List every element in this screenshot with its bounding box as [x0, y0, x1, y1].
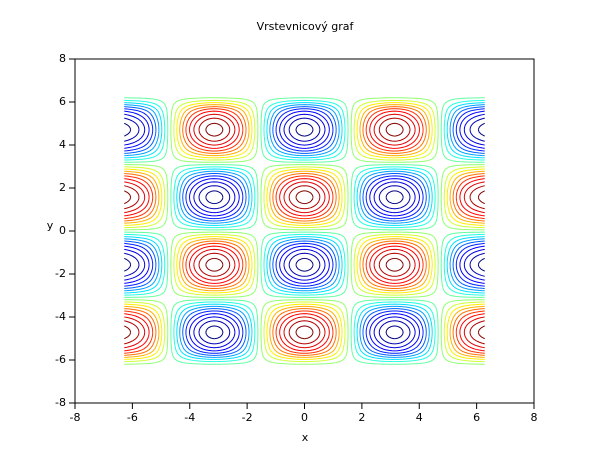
- y-tick-label: 6: [59, 95, 66, 108]
- contour-line: [124, 104, 485, 358]
- y-axis-label: y: [47, 219, 54, 232]
- contour-line: [124, 113, 485, 349]
- contour-line: [124, 110, 485, 352]
- contour-line: [124, 117, 485, 345]
- y-tick-label: 8: [59, 52, 66, 65]
- contour-line: [124, 102, 485, 360]
- contour-line: [124, 108, 485, 354]
- contour-line: [124, 122, 485, 340]
- plot-frame: [74, 58, 535, 404]
- contour-line: [124, 106, 485, 356]
- x-tick-label: 0: [301, 411, 308, 424]
- x-tick-label: -4: [184, 411, 195, 424]
- x-axis-label: x: [302, 431, 309, 444]
- contour-line: [124, 97, 485, 365]
- chart-title: Vrstevnicový graf: [257, 20, 355, 33]
- contour-line: [124, 117, 485, 345]
- y-tick-label: 2: [59, 181, 66, 194]
- y-tick-label: -2: [55, 267, 66, 280]
- contour-line: [124, 104, 485, 358]
- contour-line: [124, 108, 485, 354]
- y-tick-label: 4: [59, 138, 66, 151]
- contour-line: [124, 113, 485, 349]
- contour-line: [124, 110, 485, 352]
- contour-line: [124, 99, 485, 363]
- contour-line: [124, 102, 485, 360]
- x-tick-label: -8: [70, 411, 81, 424]
- y-tick-label: -6: [55, 353, 66, 366]
- contour-line: [124, 106, 485, 356]
- y-tick-label: -8: [55, 396, 66, 409]
- x-tick-label: 2: [358, 411, 365, 424]
- y-tick-label: 0: [59, 224, 66, 237]
- x-tick-label: 4: [416, 411, 423, 424]
- contour-line: [124, 99, 485, 363]
- y-tick-label: -4: [55, 310, 66, 323]
- contour-line: [124, 97, 485, 365]
- x-tick-label: 8: [531, 411, 538, 424]
- x-tick-label: -6: [127, 411, 138, 424]
- contour-line: [124, 122, 485, 340]
- x-tick-label: -2: [242, 411, 253, 424]
- x-tick-label: 6: [473, 411, 480, 424]
